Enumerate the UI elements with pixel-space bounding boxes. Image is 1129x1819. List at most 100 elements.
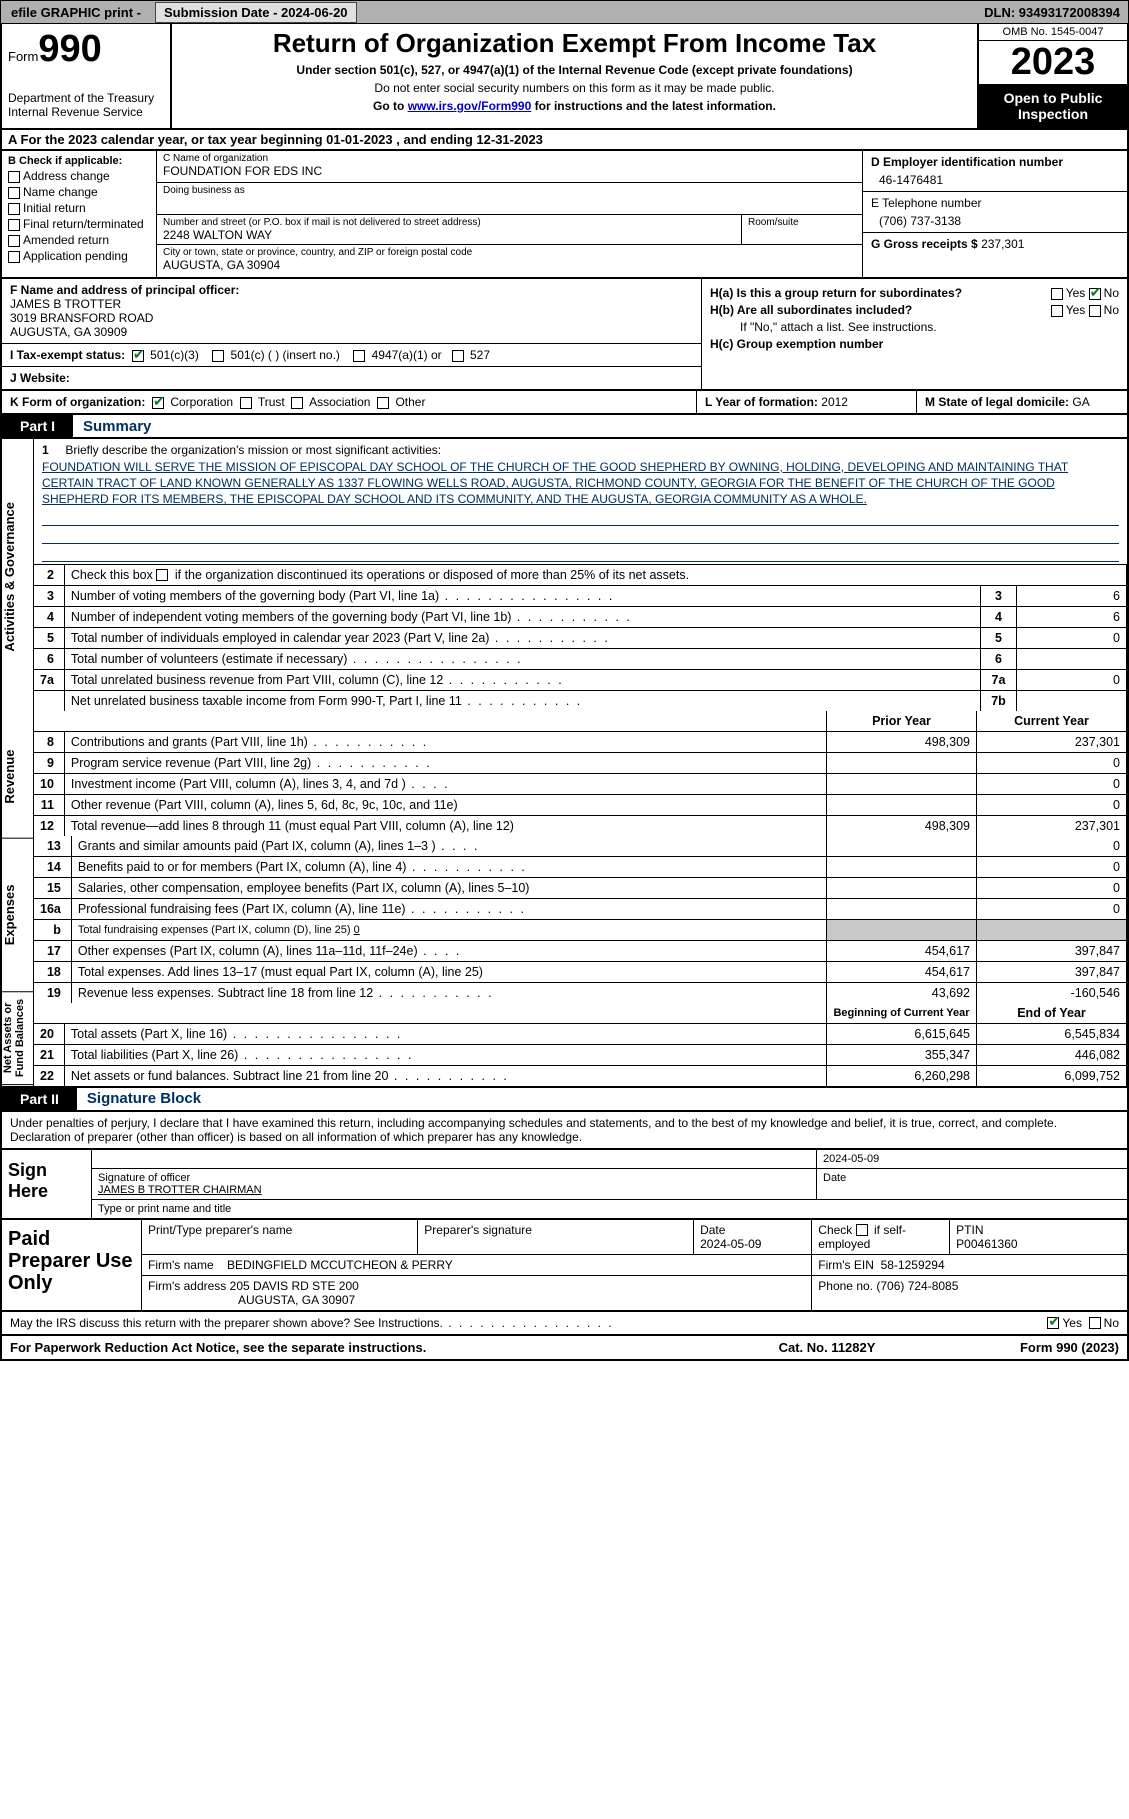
discuss-yes[interactable] — [1047, 1317, 1059, 1329]
line5-row: 5Total number of individuals employed in… — [34, 627, 1127, 648]
col-c-org-info: C Name of organization FOUNDATION FOR ED… — [157, 151, 862, 277]
vside-netassets: Net Assets or Fund Balances — [2, 992, 33, 1085]
line21-row: 21Total liabilities (Part X, line 26)355… — [34, 1044, 1127, 1065]
chk-amended-return[interactable]: Amended return — [8, 233, 150, 247]
cell-ein: D Employer identification number 46-1476… — [863, 151, 1127, 192]
row-a-tax-year: A For the 2023 calendar year, or tax yea… — [0, 130, 1129, 151]
row-f-officer: F Name and address of principal officer:… — [2, 279, 701, 344]
irs-link[interactable]: www.irs.gov/Form990 — [408, 99, 532, 113]
l2-pre: Check this box — [71, 568, 156, 582]
ssn-note: Do not enter social security numbers on … — [180, 81, 969, 95]
vside-revenue: Revenue — [2, 715, 33, 839]
line22-row: 22Net assets or fund balances. Subtract … — [34, 1065, 1127, 1086]
gross-label: G Gross receipts $ — [871, 237, 978, 251]
line8-row: 8Contributions and grants (Part VIII, li… — [34, 731, 1127, 752]
expenses-table: 13Grants and similar amounts paid (Part … — [34, 836, 1127, 1003]
revenue-table: Prior YearCurrent Year 8Contributions an… — [34, 711, 1127, 836]
prep-ptin-cell: PTINP00461360 — [950, 1220, 1127, 1255]
header-right: OMB No. 1545-0047 2023 Open to Public In… — [977, 24, 1127, 128]
line2-row: 2 Check this box if the organization dis… — [34, 565, 1127, 586]
line11-row: 11Other revenue (Part VIII, column (A), … — [34, 794, 1127, 815]
chk-corp[interactable] — [152, 397, 164, 409]
hb-yes[interactable] — [1051, 305, 1063, 317]
cat-no: Cat. No. 11282Y — [727, 1336, 927, 1359]
line20-row: 20Total assets (Part X, line 16)6,615,64… — [34, 1023, 1127, 1044]
sig-officer-cell — [92, 1150, 817, 1169]
discuss-no[interactable] — [1089, 1317, 1101, 1329]
submission-date-btn[interactable]: Submission Date - 2024-06-20 — [155, 2, 357, 23]
chk-501c[interactable] — [212, 350, 224, 362]
l1-label: Briefly describe the organization's miss… — [65, 443, 441, 457]
b-header: B Check if applicable: — [8, 155, 150, 167]
ha-yes[interactable] — [1051, 288, 1063, 300]
open-to-public: Open to Public Inspection — [979, 84, 1127, 128]
line9-row: 9Program service revenue (Part VIII, lin… — [34, 752, 1127, 773]
part2-tab: Part II — [2, 1088, 77, 1110]
line14-row: 14Benefits paid to or for members (Part … — [34, 856, 1127, 877]
firm-ein-cell: Firm's EIN 58-1259294 — [812, 1254, 1127, 1275]
part1-summary-table: Activities & Governance Revenue Expenses… — [0, 439, 1129, 1088]
i-label: I Tax-exempt status: — [10, 348, 125, 362]
sig-label-row: Signature of officer JAMES B TROTTER CHA… — [92, 1168, 817, 1199]
goto-pre: Go to — [373, 99, 408, 113]
hb-no[interactable] — [1089, 305, 1101, 317]
prep-sig-hdr: Preparer's signature — [418, 1220, 694, 1255]
sign-here-block: Sign Here 2024-05-09 Signature of office… — [0, 1150, 1129, 1220]
chk-trust[interactable] — [240, 397, 252, 409]
m-value: GA — [1072, 395, 1089, 409]
open-line2: Inspection — [1018, 106, 1088, 122]
gov-lines-table: 2 Check this box if the organization dis… — [34, 565, 1127, 711]
omb-number: OMB No. 1545-0047 — [979, 24, 1127, 41]
tax-year: 2023 — [979, 41, 1127, 84]
footer-row: For Paperwork Reduction Act Notice, see … — [0, 1336, 1129, 1361]
chk-other[interactable] — [377, 397, 389, 409]
chk-501c3[interactable] — [132, 350, 144, 362]
chk-4947[interactable] — [353, 350, 365, 362]
chk-application-pending[interactable]: Application pending — [8, 249, 150, 263]
row-i-tax-status: I Tax-exempt status: 501(c)(3) 501(c) ( … — [2, 344, 701, 367]
chk-assoc[interactable] — [291, 397, 303, 409]
mission-text: FOUNDATION WILL SERVE THE MISSION OF EPI… — [42, 459, 1119, 508]
line4-row: 4Number of independent voting members of… — [34, 606, 1127, 627]
top-bar: efile GRAPHIC print - Submission Date - … — [0, 0, 1129, 24]
chk-name-change[interactable]: Name change — [8, 185, 150, 199]
paid-preparer-side: Paid Preparer Use Only — [2, 1220, 142, 1310]
col-b-checkboxes: B Check if applicable: Address change Na… — [2, 151, 157, 277]
vside-activities: Activities & Governance — [2, 439, 33, 715]
chk-self-employed[interactable] — [856, 1224, 868, 1236]
paid-preparer-body: Print/Type preparer's name Preparer's si… — [142, 1220, 1127, 1310]
form-number: 990 — [38, 28, 101, 70]
fj-right-h: H(a) Is this a group return for subordin… — [702, 279, 1127, 389]
header-mid: Return of Organization Exempt From Incom… — [172, 24, 977, 128]
l2-checkbox[interactable] — [156, 569, 168, 581]
officer-name-title: JAMES B TROTTER CHAIRMAN — [98, 1184, 810, 1196]
signature-declaration: Under penalties of perjury, I declare th… — [0, 1112, 1129, 1150]
paid-preparer-block: Paid Preparer Use Only Print/Type prepar… — [0, 1220, 1129, 1312]
blank-line-1 — [42, 510, 1119, 526]
vside-expenses: Expenses — [2, 838, 33, 992]
chk-527[interactable] — [452, 350, 464, 362]
dba-label: Doing business as — [163, 185, 856, 196]
l-value: 2012 — [821, 395, 848, 409]
hb-note: If "No," attach a list. See instructions… — [710, 320, 1119, 334]
date-label-cell: Date — [817, 1168, 1128, 1199]
dept-treasury: Department of the Treasury Internal Reve… — [8, 91, 164, 119]
officer-addr2: AUGUSTA, GA 30909 — [10, 325, 693, 339]
line18-row: 18Total expenses. Add lines 13–17 (must … — [34, 961, 1127, 982]
sig-of-officer-label: Signature of officer — [98, 1172, 810, 1184]
cell-phone: E Telephone number (706) 737-3138 — [863, 192, 1127, 233]
chk-final-return[interactable]: Final return/terminated — [8, 217, 150, 231]
officer-addr1: 3019 BRANSFORD ROAD — [10, 311, 693, 325]
prep-date-cell: Date2024-05-09 — [694, 1220, 812, 1255]
part1-title: Summary — [73, 418, 151, 435]
room-label: Room/suite — [748, 217, 856, 228]
firm-name-cell: Firm's name BEDINGFIELD MCCUTCHEON & PER… — [142, 1254, 812, 1275]
form-title: Return of Organization Exempt From Incom… — [180, 28, 969, 59]
chk-initial-return[interactable]: Initial return — [8, 201, 150, 215]
part1-header: Part I Summary — [0, 415, 1129, 439]
line17-row: 17Other expenses (Part IX, column (A), l… — [34, 940, 1127, 961]
ha-no[interactable] — [1089, 288, 1101, 300]
chk-address-change[interactable]: Address change — [8, 169, 150, 183]
section-f-to-j: F Name and address of principal officer:… — [0, 279, 1129, 391]
form-word: Form — [8, 49, 38, 64]
